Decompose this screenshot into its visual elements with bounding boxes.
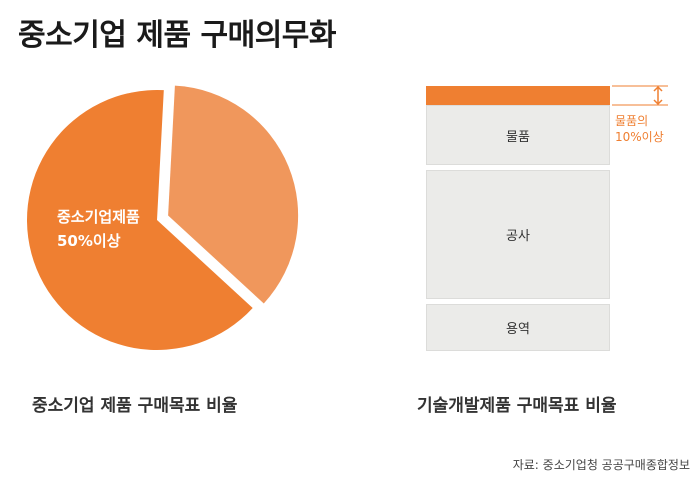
highlight-annotation: 물품의 10%이상 bbox=[615, 113, 664, 145]
pie-slice-label: 중소기업제품 50%이상 bbox=[57, 205, 140, 253]
pie-slice-other bbox=[168, 85, 299, 304]
highlight-bar bbox=[426, 86, 610, 105]
segment-services: 용역 bbox=[426, 304, 610, 351]
annotation-line1: 물품의 bbox=[615, 114, 649, 128]
page-title: 중소기업 제품 구매의무화 bbox=[18, 18, 337, 53]
annotation-line2: 10%이상 bbox=[615, 130, 664, 144]
pie-label-line1: 중소기업제품 bbox=[57, 208, 140, 226]
pie-label-line2: 50%이상 bbox=[57, 232, 121, 250]
segment-construction: 공사 bbox=[426, 170, 610, 299]
source-note: 자료: 중소기업청 공공구매종합정보 bbox=[512, 458, 690, 472]
pie-caption: 중소기업 제품 구매목표 비율 bbox=[32, 396, 238, 416]
bar-caption: 기술개발제품 구매목표 비율 bbox=[417, 396, 617, 416]
segment-services-label: 용역 bbox=[506, 322, 530, 337]
pie-slice-sme-products bbox=[27, 90, 253, 351]
segment-goods: 물품 bbox=[426, 105, 610, 165]
segment-construction-label: 공사 bbox=[506, 229, 530, 244]
segment-goods-label: 물품 bbox=[506, 129, 530, 145]
